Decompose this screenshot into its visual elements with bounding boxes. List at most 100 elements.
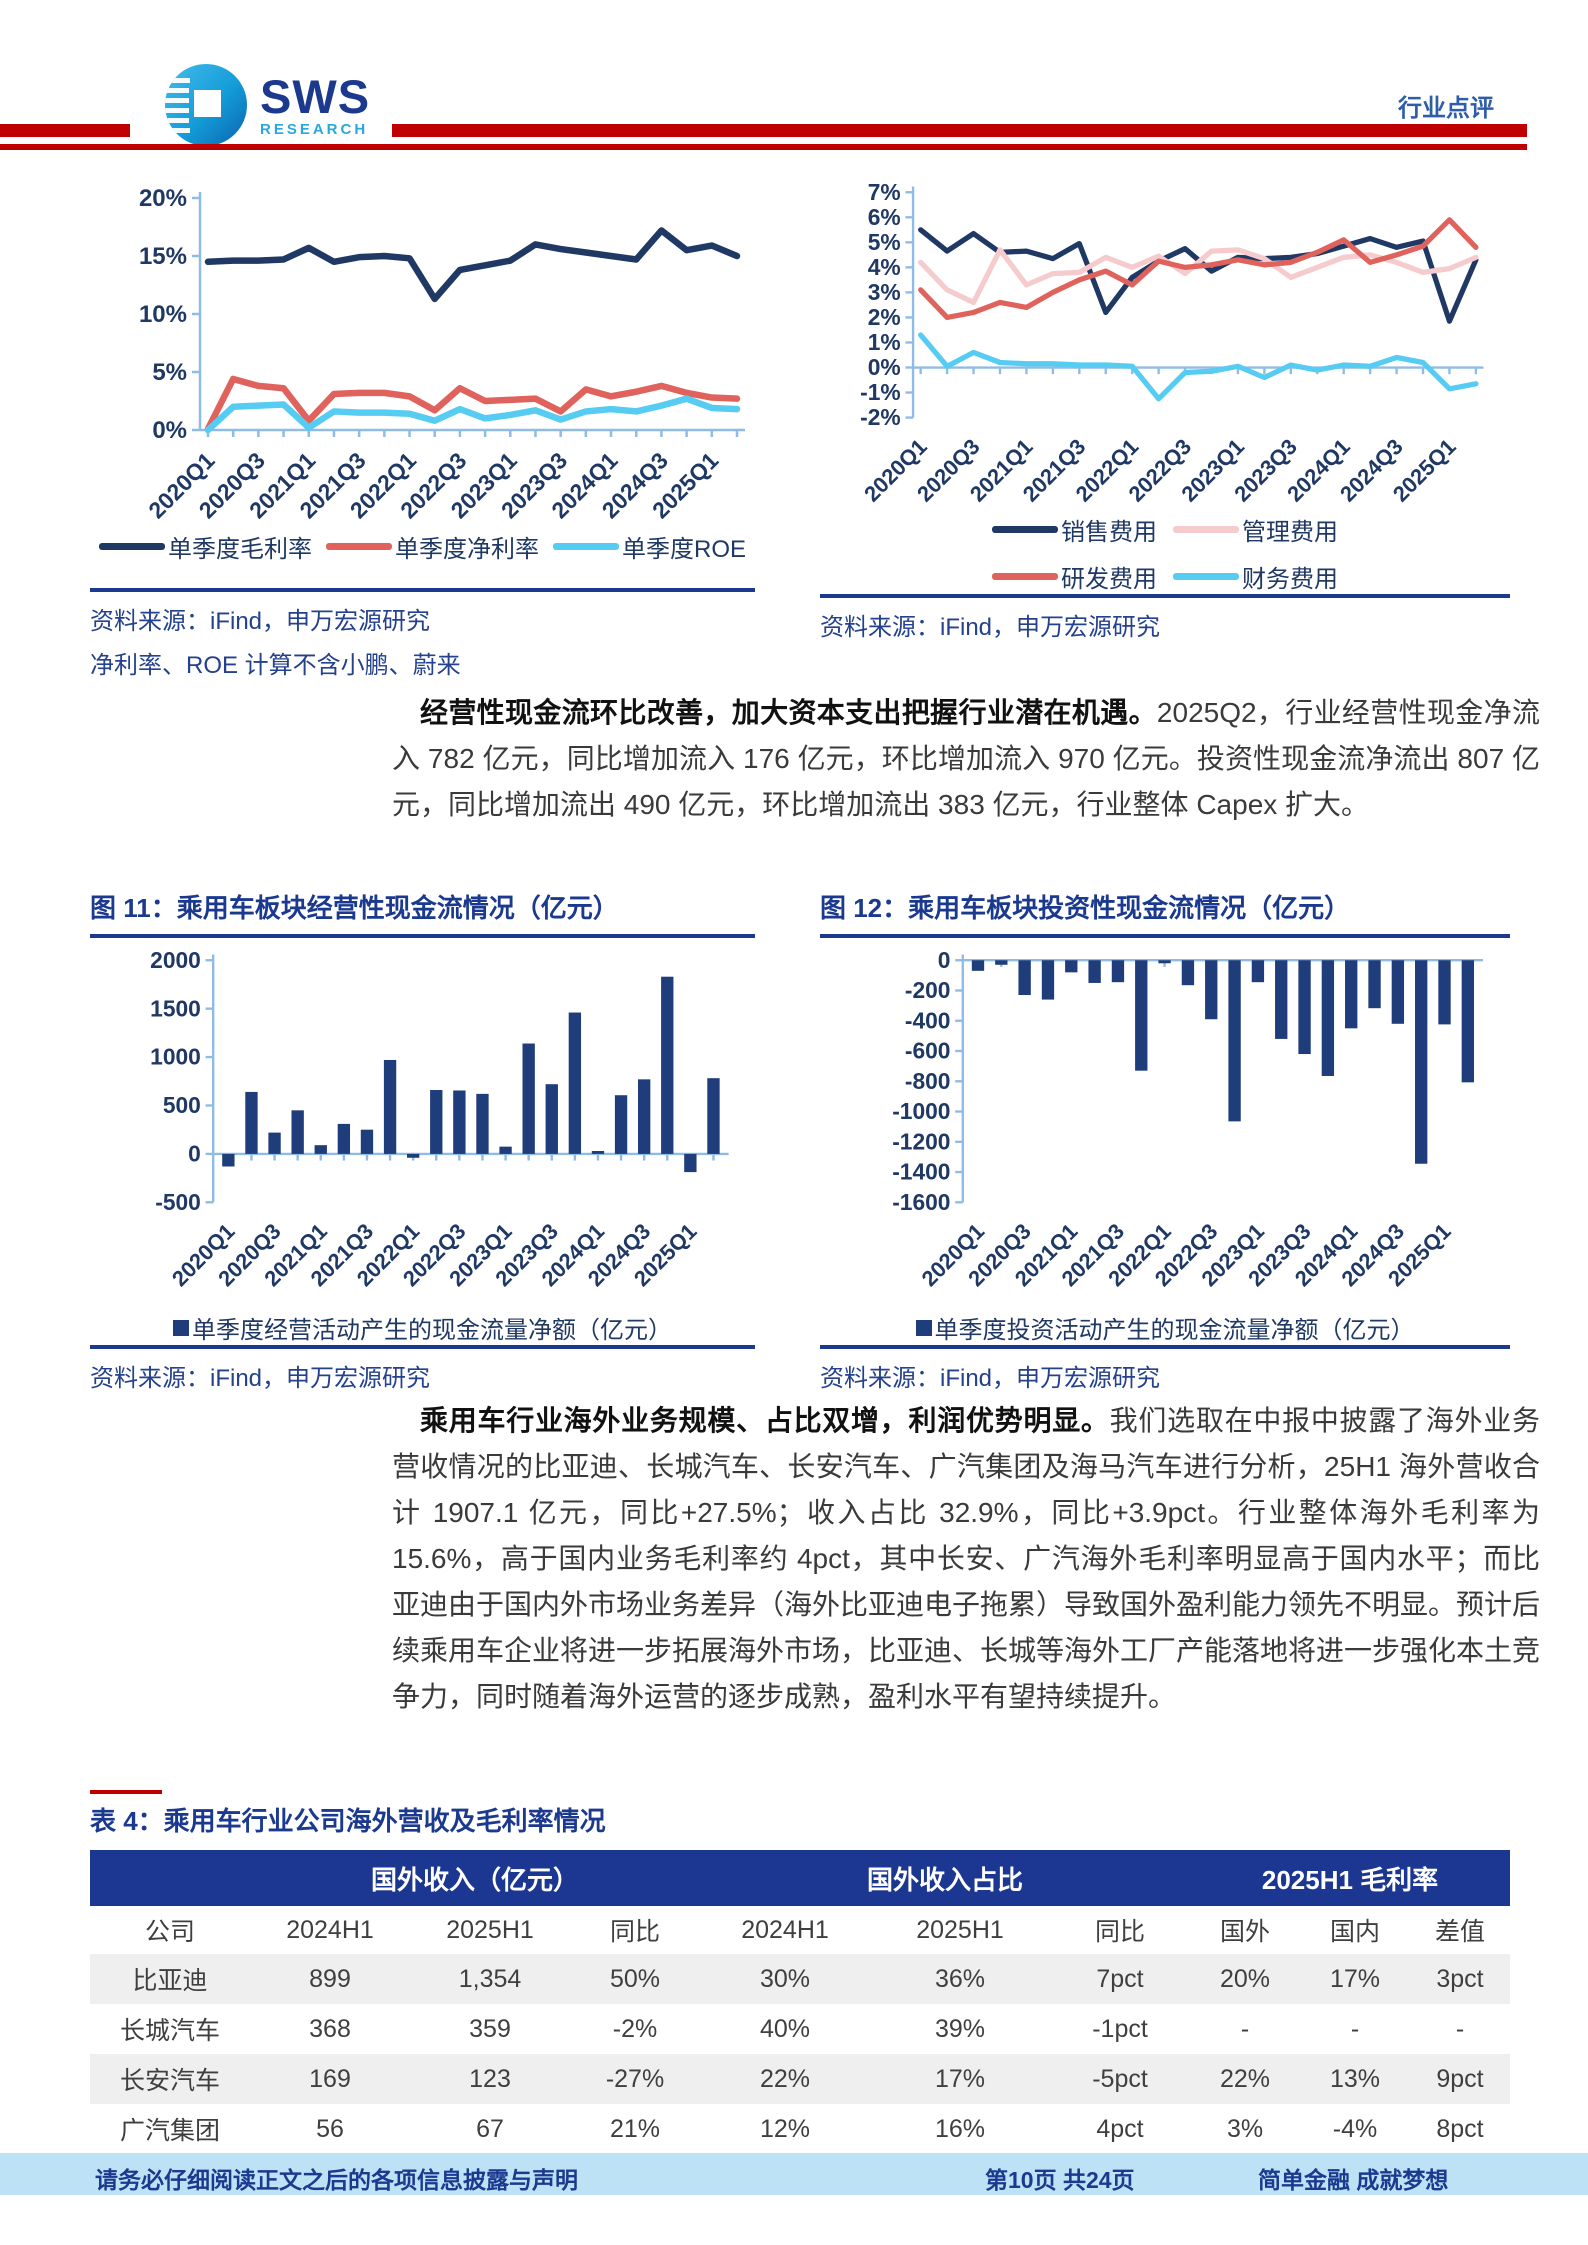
table-row: 广汽集团 56 67 21% 12% 16% 4pct 3% -4% 8pct <box>90 2104 1510 2154</box>
table-column-header: 差值 <box>1410 1906 1511 1954</box>
legend-item: 单季度毛利率 <box>98 529 312 564</box>
sws-globe-icon <box>165 64 247 146</box>
value-cell: 7pct <box>1096 1964 1144 1993</box>
paragraph-body: 2025Q2，行业经营性现金净流入 782 亿元，同比增加流入 176 亿元，环… <box>392 697 1540 820</box>
chart-legend-investing-cashflow: 单季度投资活动产生的现金流量净额（亿元） <box>820 1310 1510 1345</box>
value-cell: 9pct <box>1436 2064 1484 2093</box>
svg-text:3%: 3% <box>868 279 901 305</box>
figure-investing-cashflow: 图 12：乘用车板块投资性现金流情况（亿元） -1600 -1400 -1200 -1… <box>820 888 1510 1393</box>
svg-text:-800: -800 <box>905 1068 951 1094</box>
legend-item: 管理费用 <box>1173 512 1338 547</box>
value-cell: 3% <box>1226 2114 1264 2143</box>
value-cell: 169 <box>309 2064 351 2093</box>
table-column-header: 同比 <box>1050 1906 1191 1954</box>
footer-slogan: 简单金融 成就梦想 <box>1258 2167 1449 2193</box>
value-cell: -4% <box>1332 2114 1378 2143</box>
table-column-header: 国内 <box>1300 1906 1411 1954</box>
overseas-revenue-table: 国外收入（亿元） 国外收入占比 2025H1 毛利率 公司 2024H1 2025H1 同… <box>90 1850 1511 2154</box>
svg-text:15%: 15% <box>139 243 187 270</box>
value-cell: 13% <box>1329 2064 1381 2093</box>
value-cell: 20% <box>1219 1964 1271 1993</box>
table-column-header: 2025H1 <box>410 1906 570 1954</box>
svg-text:4%: 4% <box>868 254 901 280</box>
value-cell: -5pct <box>1092 2064 1148 2093</box>
legend-label: 单季度ROE <box>621 536 746 563</box>
value-cell: 16% <box>934 2114 986 2143</box>
company-cell: 长城汽车 <box>119 2017 220 2045</box>
svg-text:1500: 1500 <box>150 995 201 1021</box>
legend-item: 研发费用 <box>992 559 1157 594</box>
value-cell: -1pct <box>1092 2014 1148 2043</box>
value-cell: 67 <box>476 2114 504 2143</box>
table-column-header: 公司 <box>90 1906 250 1954</box>
logo-subtext: RESEARCH <box>260 121 369 138</box>
value-cell: 4pct <box>1096 2114 1144 2143</box>
value-cell: - <box>1350 2014 1360 2043</box>
table-column-header: 2025H1 <box>870 1906 1051 1954</box>
cashflow-charts-row: 图 11：乘用车板块经营性现金流情况（亿元） -500 0 500 1000 1500 2… <box>90 888 1510 1393</box>
svg-text:7%: 7% <box>868 179 901 205</box>
svg-text:-1400: -1400 <box>892 1159 950 1185</box>
company-cell: 比亚迪 <box>132 1967 208 1995</box>
chart-legend-operating-cashflow: 单季度经营活动产生的现金流量净额（亿元） <box>90 1310 755 1345</box>
svg-text:2000: 2000 <box>150 947 201 973</box>
value-cell: 50% <box>609 1964 661 1993</box>
value-cell: 123 <box>469 2064 511 2093</box>
value-cell: 12% <box>759 2114 811 2143</box>
table-group-header-empty <box>90 1850 250 1906</box>
legend-swatch <box>552 543 619 550</box>
value-cell: 359 <box>469 2014 511 2043</box>
header-red-rule <box>0 144 1527 150</box>
legend-label: 单季度投资活动产生的现金流量净额（亿元） <box>934 1317 1415 1344</box>
svg-text:0%: 0% <box>868 354 901 380</box>
value-cell: 8pct <box>1436 2114 1484 2143</box>
figure-caption: 图 12：乘用车板块投资性现金流情况（亿元） <box>820 888 1510 938</box>
table-caption: 表 4：乘用车行业公司海外营收及毛利率情况 <box>90 1806 606 1836</box>
table-row: 长城汽车 368 359 -2% 40% 39% -1pct - - - <box>90 2004 1510 2054</box>
legend-label: 单季度毛利率 <box>167 536 312 563</box>
table-row: 比亚迪 899 1,354 50% 30% 36% 7pct 20% 17% 3pct <box>90 1954 1511 2004</box>
legend-label: 单季度经营活动产生的现金流量净额（亿元） <box>192 1317 672 1344</box>
legend-label: 销售费用 <box>1061 519 1157 546</box>
table-group-header: 国外收入（亿元） <box>250 1850 701 1906</box>
footer-disclaimer: 请务必仔细阅读正文之后的各项信息披露与声明 <box>95 2167 578 2193</box>
legend-label: 管理费用 <box>1242 519 1338 546</box>
source-note: 资料来源：iFind，申万宏源研究 <box>820 1365 1161 1392</box>
value-cell: - <box>1240 2014 1250 2043</box>
value-cell: 899 <box>309 1964 351 1993</box>
header-red-stripe-right <box>392 124 1527 137</box>
paragraph-cashflow: 经营性现金流环比改善，加大资本支出把握行业潜在机遇。2025Q2，行业经营性现金… <box>392 690 1540 828</box>
legend-item: 单季度净利率 <box>325 529 539 564</box>
svg-text:-500: -500 <box>155 1189 201 1215</box>
figure-divider <box>90 588 755 592</box>
value-cell: 17% <box>1329 1964 1381 1993</box>
svg-text:-1000: -1000 <box>892 1098 950 1124</box>
value-cell: 30% <box>759 1964 811 1993</box>
page-footer: 请务必仔细阅读正文之后的各项信息披露与声明 第10页 共24页 简单金融 成就梦… <box>0 2153 1588 2195</box>
table-column-header: 国外 <box>1190 1906 1301 1954</box>
legend-swatch <box>173 1319 189 1336</box>
paragraph-lead: 经营性现金流环比改善，加大资本支出把握行业潜在机遇。 <box>420 697 1157 728</box>
legend-item: 单季度投资活动产生的现金流量净额（亿元） <box>915 1310 1415 1345</box>
table-body: 比亚迪 899 1,354 50% 30% 36% 7pct 20% 17% 3pct 长城汽车 36… <box>90 1954 1511 2154</box>
svg-text:-400: -400 <box>905 1007 951 1033</box>
svg-text:1%: 1% <box>868 329 901 355</box>
table-subheader-row: 公司 2024H1 2025H1 同比 2024H1 2025H1 同比 国外 国内 差值 <box>90 1906 1511 1954</box>
table-accent-line <box>90 1790 162 1794</box>
table-column-header: 2024H1 <box>250 1906 410 1954</box>
svg-text:6%: 6% <box>868 204 901 230</box>
chart-quarterly-margins: 0%5%10%15%20%2020Q12020Q32021Q12021Q3202… <box>139 185 745 523</box>
figure-operating-cashflow: 图 11：乘用车板块经营性现金流情况（亿元） -500 0 500 1000 1500 2… <box>90 888 755 1393</box>
value-cell: 36% <box>934 1964 986 1993</box>
svg-text:0: 0 <box>188 1140 201 1166</box>
value-cell: 22% <box>759 2064 811 2093</box>
chart-legend-margins: 单季度毛利率 单季度净利率 单季度ROE <box>90 529 755 564</box>
table-row: 长安汽车 169 123 -27% 22% 17% -5pct 22% 13% 9pct <box>90 2054 1511 2104</box>
legend-item: 单季度经营活动产生的现金流量净额（亿元） <box>173 1310 672 1345</box>
chart-operating-cashflow: -50005001000150020002020Q12020Q32021Q120… <box>150 947 729 1291</box>
legend-swatch <box>992 526 1058 533</box>
legend-swatch <box>915 1319 932 1336</box>
value-cell: 40% <box>759 2014 811 2043</box>
legend-swatch <box>1173 573 1239 580</box>
